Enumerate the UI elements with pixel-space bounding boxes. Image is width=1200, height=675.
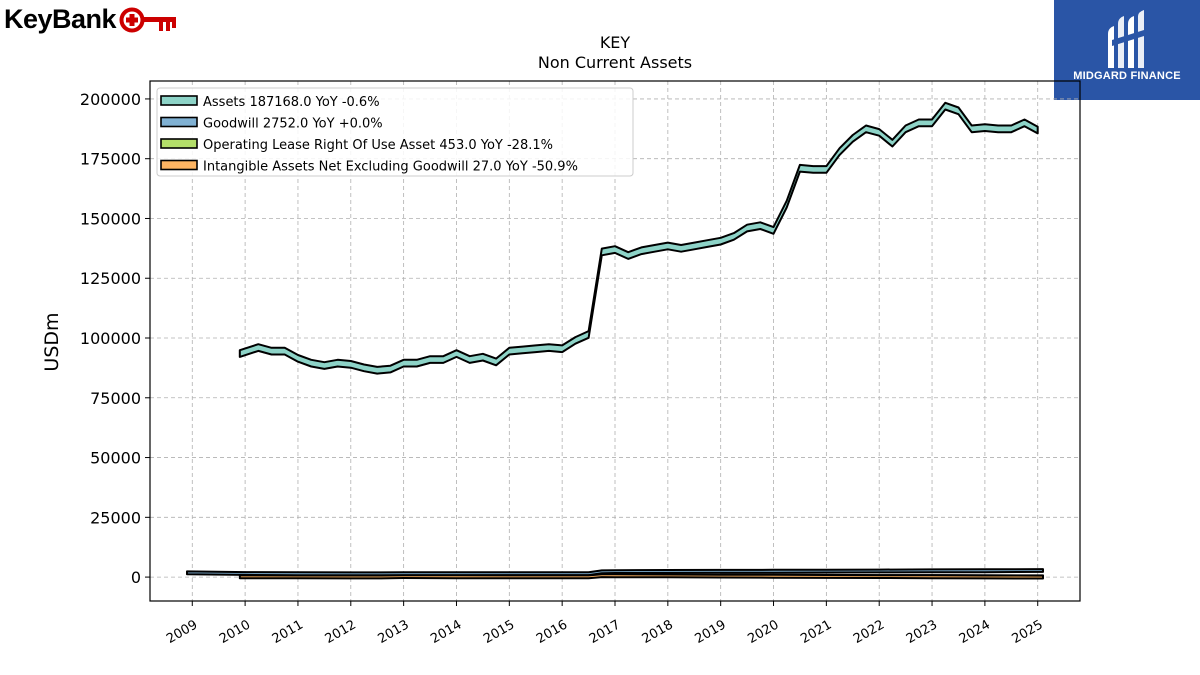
chart-subtitle: Non Current Assets bbox=[538, 53, 692, 72]
x-tick-label: 2022 bbox=[851, 617, 887, 647]
brand-name: KeyBank bbox=[4, 4, 117, 34]
chart-title: KEY bbox=[600, 33, 631, 52]
key-icon bbox=[119, 7, 177, 32]
keybank-logo: KeyBank bbox=[4, 4, 181, 35]
series-layer bbox=[186, 101, 1044, 580]
legend-entry-assets: Assets 187168.0 YoY -0.6% bbox=[203, 95, 380, 110]
y-axis-label: USDm bbox=[41, 312, 63, 371]
x-tick-label: 2023 bbox=[904, 617, 940, 647]
legend-swatch-lease bbox=[160, 138, 198, 149]
legend-entry-lease: Operating Lease Right Of Use Asset 453.0… bbox=[203, 138, 553, 153]
y-tick-label: 150000 bbox=[80, 209, 141, 228]
x-tick-label: 2020 bbox=[745, 617, 781, 647]
y-tick-label: 200000 bbox=[80, 90, 141, 109]
legend-box bbox=[156, 87, 634, 177]
badge-label: MIDGARD FINANCE bbox=[1073, 70, 1181, 82]
x-tick-label: 2009 bbox=[164, 617, 200, 647]
legend-swatch-intangible bbox=[160, 159, 198, 171]
y-tick-label: 100000 bbox=[80, 329, 141, 348]
legend-entry-intangible: Intangible Assets Net Excluding Goodwill… bbox=[203, 160, 578, 175]
x-ticks: 2009 2010 2011 2012 2013 2014 2015 2016 2017 2018… bbox=[164, 601, 1046, 647]
x-tick-label: 2019 bbox=[693, 617, 729, 647]
x-tick-label: 2011 bbox=[270, 617, 306, 647]
x-tick-label: 2024 bbox=[957, 617, 993, 647]
legend-swatch-assets bbox=[160, 95, 198, 106]
y-tick-label: 175000 bbox=[80, 150, 141, 169]
legend-swatch-goodwill bbox=[160, 116, 198, 128]
x-tick-label: 2016 bbox=[534, 617, 570, 647]
y-tick-label: 50000 bbox=[90, 449, 141, 468]
x-tick-label: 2017 bbox=[587, 617, 623, 647]
y-tick-label: 75000 bbox=[90, 389, 141, 408]
x-tick-label: 2010 bbox=[217, 617, 253, 647]
y-ticks: 0 25000 50000 75000 100000 125000 150000 175000… bbox=[80, 90, 150, 587]
y-tick-label: 25000 bbox=[90, 508, 141, 527]
legend: Assets 187168.0 YoY -0.6% Goodwill 2752.0… bbox=[156, 87, 634, 177]
midgard-logo-icon bbox=[1108, 10, 1144, 68]
x-tick-label: 2025 bbox=[1010, 617, 1046, 647]
midgard-finance-badge: MIDGARD FINANCE bbox=[1054, 0, 1200, 100]
y-tick-label: 125000 bbox=[80, 269, 141, 288]
x-tick-label: 2014 bbox=[428, 617, 464, 647]
series-band-intangible bbox=[238, 573, 1044, 580]
legend-entry-goodwill: Goodwill 2752.0 YoY +0.0% bbox=[203, 117, 383, 132]
x-tick-label: 2021 bbox=[798, 617, 834, 647]
x-tick-label: 2013 bbox=[375, 617, 411, 647]
x-tick-label: 2018 bbox=[640, 617, 676, 647]
y-tick-label: 0 bbox=[131, 568, 141, 587]
series-band-assets bbox=[238, 101, 1039, 375]
x-tick-label: 2012 bbox=[323, 617, 359, 647]
x-tick-label: 2015 bbox=[481, 617, 517, 647]
